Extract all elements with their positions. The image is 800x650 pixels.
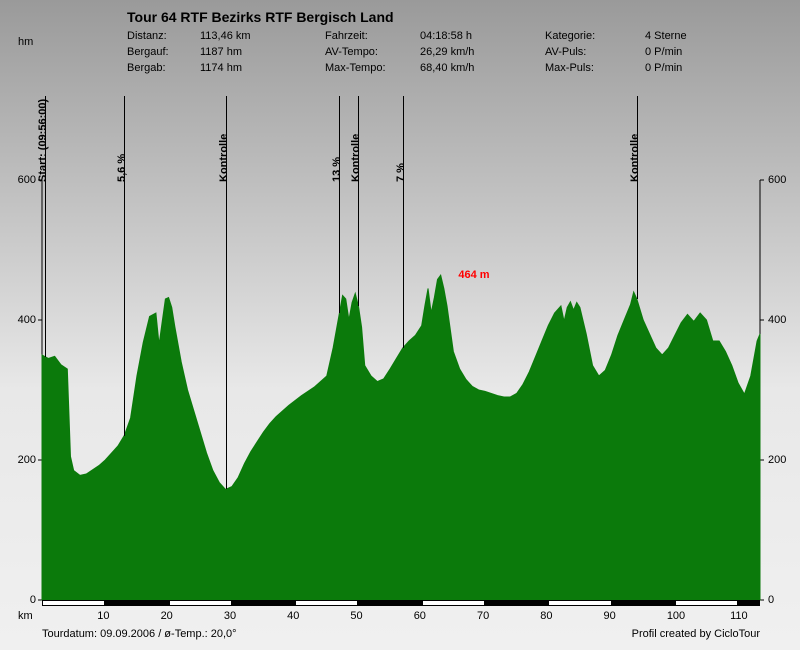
xbar-segment	[169, 600, 232, 606]
xtick-label: 30	[224, 610, 236, 622]
ytick-label-right: 400	[768, 314, 786, 326]
marker-label: Kontrolle	[218, 134, 230, 182]
xtick-label: 70	[477, 610, 489, 622]
marker-line	[403, 96, 404, 348]
xbar-segment	[485, 600, 548, 606]
xtick-label: 90	[604, 610, 616, 622]
xtick-label: 80	[540, 610, 552, 622]
xbar-segment	[422, 600, 485, 606]
ytick-label-right: 200	[768, 454, 786, 466]
ytick-label: 200	[18, 454, 36, 466]
marker-label: Start: (09:56:00)	[37, 99, 49, 182]
footer-right: Profil created by CicloTour	[632, 628, 760, 640]
xtick-label: 110	[730, 610, 748, 622]
footer-left: Tourdatum: 09.09.2006 / ø-Temp.: 20,0°	[42, 628, 237, 640]
ytick-label: 600	[18, 174, 36, 186]
xtick-label: 20	[161, 610, 173, 622]
marker-line	[124, 96, 125, 436]
xbar-segment	[612, 600, 675, 606]
xbar-segment	[105, 600, 168, 606]
ytick-label-right: 600	[768, 174, 786, 186]
xbar-segment	[232, 600, 295, 606]
elevation-chart	[0, 0, 800, 650]
ytick-label: 400	[18, 314, 36, 326]
x-axis-unit: km	[18, 610, 33, 622]
marker-line	[637, 96, 638, 299]
ytick-label-right: 0	[768, 594, 774, 606]
xtick-label: 60	[414, 610, 426, 622]
xbar-segment	[42, 600, 105, 606]
marker-label: 13 %	[331, 157, 343, 182]
xtick-label: 100	[667, 610, 685, 622]
xbar-segment	[295, 600, 358, 606]
xbar-segment	[675, 600, 738, 606]
xbar-segment	[738, 600, 760, 606]
xtick-label: 10	[97, 610, 109, 622]
marker-label: 7 %	[395, 163, 407, 182]
xtick-label: 40	[287, 610, 299, 622]
peak-label: 464 m	[458, 269, 489, 281]
xtick-label: 50	[350, 610, 362, 622]
marker-label: Kontrolle	[629, 134, 641, 182]
xbar-segment	[358, 600, 421, 606]
marker-label: Kontrolle	[350, 134, 362, 182]
ytick-label: 0	[30, 594, 36, 606]
marker-line	[339, 96, 340, 313]
xbar-segment	[548, 600, 611, 606]
marker-label: 5,6 %	[116, 154, 128, 182]
marker-line	[358, 96, 359, 306]
